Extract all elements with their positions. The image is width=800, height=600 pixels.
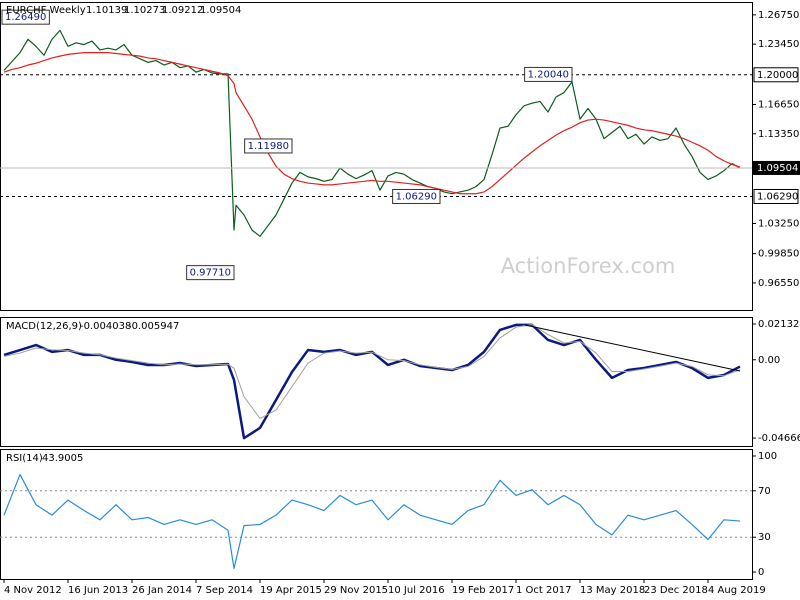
y-tick-label: 70 (758, 486, 771, 497)
y-tick-label: 0.96550 (758, 278, 799, 289)
annotation-label: 1.26490 (5, 12, 46, 23)
signal-line (3, 324, 741, 419)
rsi-panel (0, 449, 753, 580)
last-price-box (753, 160, 800, 175)
x-tick-label: 19 Feb 2017 (452, 585, 514, 596)
y-tick-label: -0.046663 (758, 433, 800, 444)
high: 1.10273 (124, 5, 165, 16)
macd-line (3, 323, 741, 440)
x-tick-label: 13 May 2018 (580, 585, 645, 596)
y-tick-label: 1.26750 (758, 10, 799, 21)
annotation-label: 1.11980 (248, 141, 289, 152)
open: 1.10139 (86, 5, 127, 16)
y-tick-label: 1.16650 (758, 100, 799, 111)
y-tick-label: 100 (758, 451, 777, 462)
y-tick-label: 1.03250 (758, 218, 799, 229)
annotation-box (524, 66, 573, 82)
trend-line (524, 324, 741, 372)
signal-value: -0.005947 (128, 321, 179, 332)
annotation-box (244, 138, 293, 154)
y-tick-label: 30 (758, 532, 771, 543)
annotation-label: 0.97710 (190, 268, 231, 279)
moving-average (3, 51, 741, 195)
last-price-label: 1.09504 (757, 163, 798, 174)
plot-layer: 1.26750 1.23450 1.16650 1.13350 1.03250 0.998… (0, 9, 800, 596)
annotation-box (392, 188, 441, 204)
price-line (3, 29, 741, 237)
x-tick-label: 7 Sep 2014 (196, 585, 253, 596)
rsi-line (3, 473, 741, 570)
annotation-box (186, 265, 235, 281)
annotation-label: 1.20040 (528, 69, 569, 80)
x-tick-label: 10 Jul 2016 (388, 585, 445, 596)
price-panel (0, 2, 753, 311)
level-label-box (753, 67, 799, 83)
annotation-box (1, 9, 50, 25)
y-tick-label: 0.021324 (758, 319, 800, 330)
watermark: ActionForex.com (501, 254, 676, 278)
price-title: EURCHF Weekly (6, 5, 86, 16)
level-label-box (753, 188, 799, 204)
low: 1.09212 (162, 5, 203, 16)
x-tick-label: 29 Nov 2015 (324, 585, 388, 596)
x-tick-label: 4 Nov 2012 (4, 585, 62, 596)
rsi-value: 43.9005 (42, 453, 83, 464)
x-tick-label: 26 Jan 2014 (132, 585, 192, 596)
y-tick-label: 0.00 (758, 355, 780, 366)
macd-panel (0, 317, 753, 447)
x-tick-label: 1 Oct 2017 (516, 585, 571, 596)
x-tick-label: 4 Aug 2019 (708, 585, 766, 596)
y-tick-label: 0 (758, 567, 764, 578)
macd-value: -0.004038 (80, 321, 131, 332)
level-label: 1.20000 (757, 70, 798, 81)
y-tick-label: 1.23450 (758, 39, 799, 50)
close: 1.09504 (200, 5, 241, 16)
x-tick-label: 16 Jun 2013 (68, 585, 128, 596)
y-tick-label: 0.99850 (758, 249, 799, 260)
level-label: 1.06290 (757, 191, 798, 202)
y-tick-label: 1.13350 (758, 129, 799, 140)
macd-title: MACD(12,26,9) (6, 321, 82, 332)
x-tick-label: 19 Apr 2015 (260, 585, 322, 596)
rsi-title: RSI(14) (6, 453, 43, 464)
x-tick-label: 23 Dec 2018 (644, 585, 708, 596)
annotation-label: 1.06290 (396, 191, 437, 202)
